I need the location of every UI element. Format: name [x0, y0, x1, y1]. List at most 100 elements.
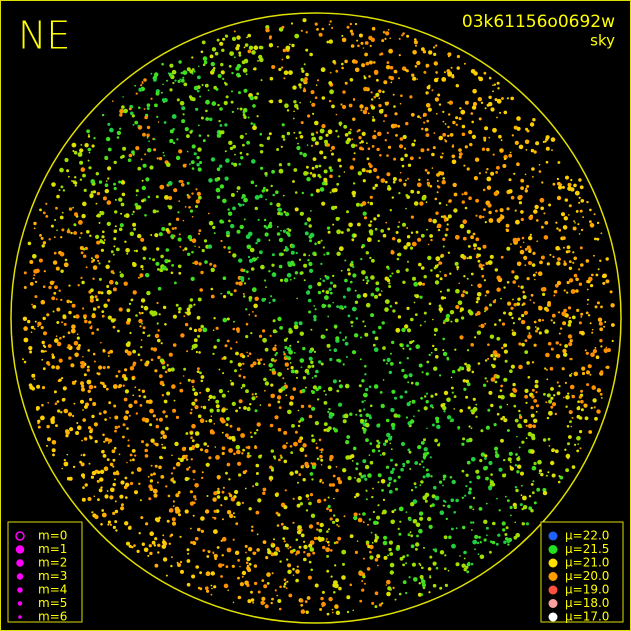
- star: [483, 136, 487, 140]
- star: [206, 387, 210, 392]
- star: [103, 440, 106, 443]
- star: [351, 460, 354, 462]
- star: [532, 480, 535, 483]
- star: [71, 303, 76, 308]
- star: [166, 391, 171, 396]
- star: [320, 448, 324, 452]
- star: [178, 200, 181, 203]
- star: [335, 610, 341, 615]
- star: [166, 519, 170, 523]
- star: [128, 302, 132, 306]
- star: [370, 313, 375, 318]
- star: [399, 171, 402, 174]
- star: [128, 544, 132, 548]
- star: [159, 380, 165, 386]
- star: [113, 404, 117, 408]
- star: [432, 583, 437, 588]
- star: [110, 250, 114, 254]
- star: [422, 282, 425, 286]
- star: [106, 365, 110, 369]
- star: [197, 327, 203, 333]
- star: [184, 247, 188, 251]
- star: [330, 205, 336, 211]
- star: [124, 240, 127, 243]
- star: [60, 411, 63, 414]
- star: [186, 150, 189, 153]
- star: [72, 150, 75, 152]
- star: [225, 230, 230, 235]
- star: [520, 494, 523, 497]
- star: [32, 253, 37, 259]
- star: [58, 289, 61, 292]
- star: [290, 366, 294, 370]
- star: [382, 30, 386, 34]
- star: [516, 261, 522, 267]
- star: [424, 127, 429, 132]
- star: [418, 363, 423, 368]
- star: [368, 518, 372, 521]
- star: [445, 313, 451, 319]
- star: [147, 195, 151, 199]
- star: [119, 271, 122, 273]
- star: [226, 462, 231, 467]
- magnitude-symbol: [18, 615, 22, 619]
- star: [356, 294, 361, 299]
- star: [243, 88, 248, 93]
- star: [563, 216, 568, 221]
- magnitude-symbol: [16, 573, 24, 580]
- star: [238, 281, 243, 286]
- star: [283, 505, 288, 510]
- star: [328, 596, 333, 602]
- star: [490, 473, 493, 476]
- star: [391, 467, 395, 471]
- star: [521, 484, 523, 487]
- star: [352, 117, 356, 121]
- star: [189, 163, 191, 166]
- star: [238, 399, 243, 404]
- star: [328, 483, 333, 487]
- star: [135, 249, 138, 253]
- star: [138, 318, 143, 324]
- star: [394, 396, 397, 400]
- star: [589, 208, 592, 212]
- star: [309, 472, 314, 476]
- star: [218, 563, 223, 568]
- star: [400, 441, 406, 447]
- star: [274, 353, 277, 357]
- star: [532, 273, 536, 277]
- star: [464, 362, 467, 366]
- star: [382, 540, 388, 546]
- star: [86, 230, 90, 234]
- star: [328, 23, 331, 26]
- star: [249, 431, 252, 434]
- star: [243, 295, 246, 298]
- star: [381, 321, 385, 325]
- star: [464, 145, 468, 149]
- star: [80, 144, 83, 146]
- star: [112, 465, 115, 468]
- star: [335, 488, 339, 493]
- star: [228, 140, 233, 145]
- star: [31, 373, 36, 378]
- star: [388, 489, 393, 494]
- star: [173, 188, 178, 193]
- star: [194, 245, 196, 248]
- star: [354, 67, 360, 73]
- star: [575, 210, 579, 213]
- star: [592, 398, 597, 403]
- star: [129, 231, 134, 236]
- star: [293, 352, 296, 354]
- star: [162, 538, 165, 541]
- star: [32, 277, 35, 280]
- star: [125, 410, 129, 414]
- star: [106, 200, 112, 205]
- star: [109, 279, 114, 285]
- star: [353, 512, 358, 517]
- star: [304, 368, 310, 374]
- star: [371, 495, 374, 499]
- star: [391, 196, 394, 199]
- star: [113, 160, 117, 165]
- star: [402, 134, 407, 140]
- star: [417, 237, 422, 242]
- star: [499, 405, 503, 409]
